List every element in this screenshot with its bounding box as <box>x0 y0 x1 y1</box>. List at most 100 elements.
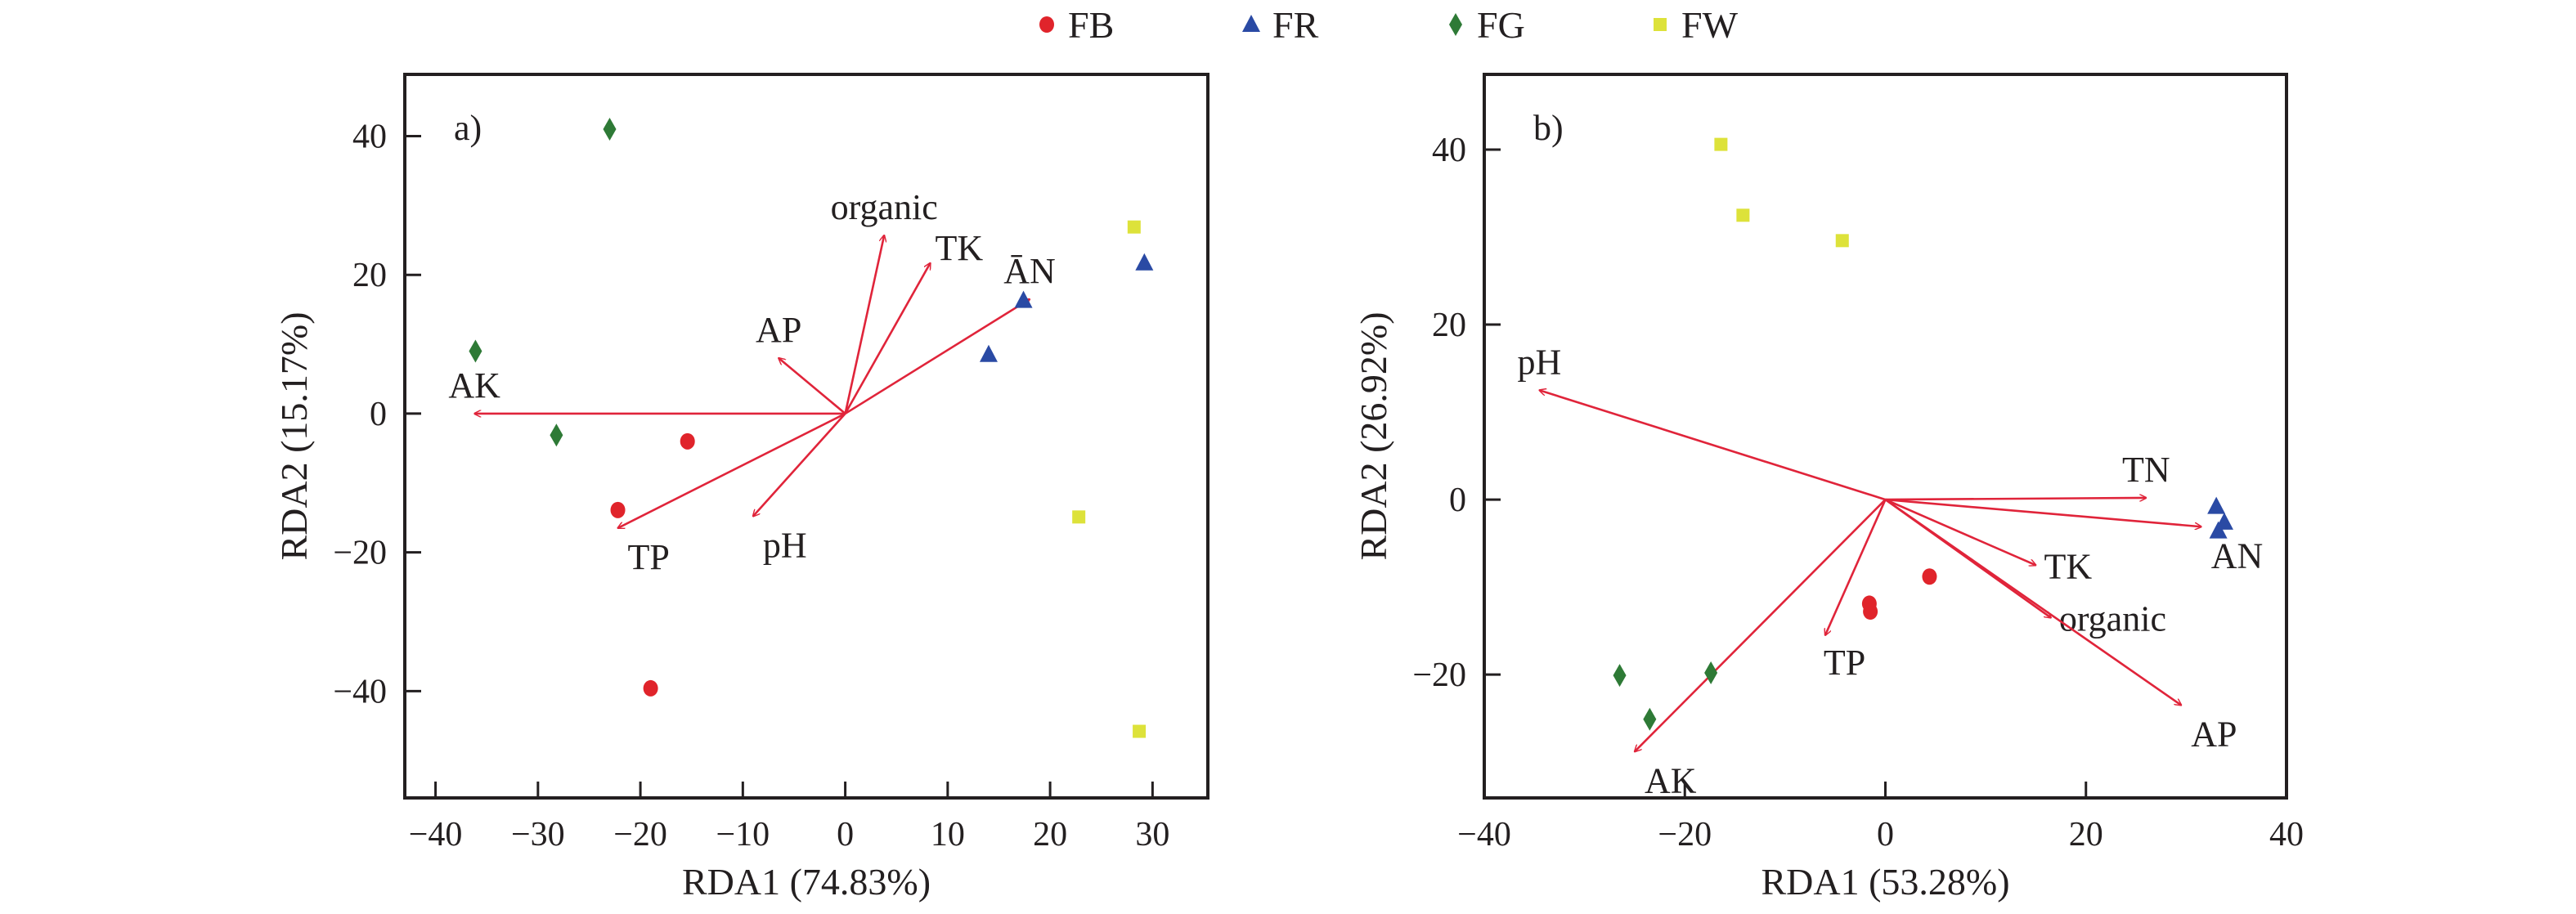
vector-arrow-ap <box>1884 499 2182 705</box>
x-axis-title: RDA1 (53.28%) <box>1761 861 2009 903</box>
data-point-fw <box>1835 234 1849 248</box>
data-point-fb <box>1922 568 1937 585</box>
series-fr <box>979 253 1154 362</box>
x-tick-label: −30 <box>511 816 565 854</box>
circle-marker-icon <box>1039 16 1054 33</box>
legend-label: FR <box>1272 4 1319 46</box>
vector-label: AK <box>448 365 500 405</box>
vector-arrow-n <box>844 299 1030 415</box>
data-point-fw <box>1127 220 1141 234</box>
x-tick-label: 10 <box>931 816 965 854</box>
y-axis: −20 0 20 40 <box>1412 132 1501 694</box>
square-marker-icon <box>1654 18 1667 31</box>
legend-item-fw: FW <box>1654 4 1739 46</box>
x-tick-label: 30 <box>1135 816 1169 854</box>
legend-item-fb: FB <box>1039 4 1114 46</box>
legend: FB FR FG FW <box>1039 4 1739 46</box>
triangle-marker-icon <box>1242 15 1260 32</box>
data-point-fg <box>1613 664 1627 688</box>
vector-label: AP <box>756 310 801 350</box>
vector-label: TN <box>2122 450 2170 490</box>
vector-label: organic <box>2059 599 2166 639</box>
x-tick-label: −20 <box>1658 816 1712 854</box>
data-point-fb <box>680 432 695 450</box>
panel-label: a) <box>454 108 482 148</box>
chart-panel-a: −40 −30 −20 −10 0 10 20 30 −40 −20 0 20 40 RDA1 (74.8… <box>273 73 1209 903</box>
vector-label: TP <box>1824 643 1865 683</box>
x-tick-label: −40 <box>1457 816 1511 854</box>
plot-frame <box>1483 73 2288 800</box>
vector-arrow-tp <box>618 412 846 530</box>
y-tick-label: −20 <box>333 535 387 572</box>
data-point-fg <box>1704 661 1718 684</box>
vector-arrow-tk <box>844 263 931 414</box>
plot-frame <box>403 73 1209 800</box>
data-point-fw <box>1736 208 1750 222</box>
legend-item-fg: FG <box>1449 4 1525 46</box>
vector-arrow-tp <box>1825 499 1887 635</box>
x-tick-label: −20 <box>613 816 667 854</box>
x-axis: −40 −20 0 20 40 <box>1457 782 2304 854</box>
vector-label: ĀN <box>1003 251 1056 291</box>
x-tick-label: 20 <box>1033 816 1067 854</box>
y-axis-title: RDA2 (26.92%) <box>1353 311 1394 560</box>
vector-label: pH <box>1518 342 1562 382</box>
data-point-fr <box>1014 290 1033 308</box>
x-tick-label: 40 <box>2269 816 2304 854</box>
vector-label: TP <box>628 537 670 577</box>
data-point-fw <box>1133 724 1147 738</box>
series-fg <box>469 118 617 447</box>
y-tick-label: −40 <box>333 673 387 710</box>
data-point-fg <box>469 339 482 363</box>
vector-arrow-organic <box>844 235 885 414</box>
vector-arrow-ph <box>753 413 846 517</box>
y-tick-label: 20 <box>1432 307 1466 344</box>
vector-label: organic <box>831 187 938 227</box>
data-point-fb <box>610 501 626 518</box>
vector-label: TK <box>936 228 984 268</box>
series-fr <box>2207 496 2233 539</box>
vector-label: pH <box>763 526 807 566</box>
legend-label: FG <box>1477 4 1525 46</box>
x-tick-label: −10 <box>716 816 770 854</box>
vector-arrow-tk <box>1884 498 2036 565</box>
y-tick-label: 0 <box>1449 482 1466 519</box>
data-point-fb <box>1863 603 1878 621</box>
panel-label: b) <box>1533 108 1564 148</box>
vector-label: AK <box>1645 760 1697 800</box>
x-tick-label: 0 <box>837 816 854 854</box>
vector-arrow-an <box>1885 498 2201 526</box>
series-fb <box>610 432 695 697</box>
series-fg <box>1613 661 1718 731</box>
series-fw <box>1714 137 1849 248</box>
legend-label: FW <box>1681 4 1739 46</box>
data-point-fb <box>643 679 658 697</box>
series-fw <box>1072 220 1147 738</box>
y-tick-label: 40 <box>352 119 387 156</box>
data-point-fr <box>979 344 998 362</box>
x-axis-title: RDA1 (74.83%) <box>682 861 931 903</box>
data-point-fw <box>1714 137 1728 151</box>
data-point-fg <box>1643 707 1657 731</box>
vector-arrow-tn <box>1885 498 2147 500</box>
vector-label: AN <box>2211 535 2264 576</box>
vector-arrow-ak <box>1635 499 1887 751</box>
y-axis-title: RDA2 (15.17%) <box>273 311 315 560</box>
data-point-fr <box>2207 496 2226 514</box>
legend-label: FB <box>1068 4 1114 46</box>
y-tick-label: −20 <box>1412 656 1466 694</box>
vector-arrow-ap <box>779 358 846 414</box>
y-axis: −40 −20 0 20 40 <box>333 119 421 710</box>
data-point-fr <box>2209 521 2228 539</box>
data-point-fg <box>603 118 617 141</box>
series-fb <box>1861 568 1937 621</box>
x-tick-label: −40 <box>409 816 463 854</box>
diamond-marker-icon <box>1449 13 1462 36</box>
y-tick-label: 0 <box>370 396 387 433</box>
data-point-fw <box>1072 510 1086 524</box>
y-tick-label: 40 <box>1432 132 1466 169</box>
vector-label: TK <box>2044 546 2092 586</box>
x-tick-label: 20 <box>2069 816 2103 854</box>
